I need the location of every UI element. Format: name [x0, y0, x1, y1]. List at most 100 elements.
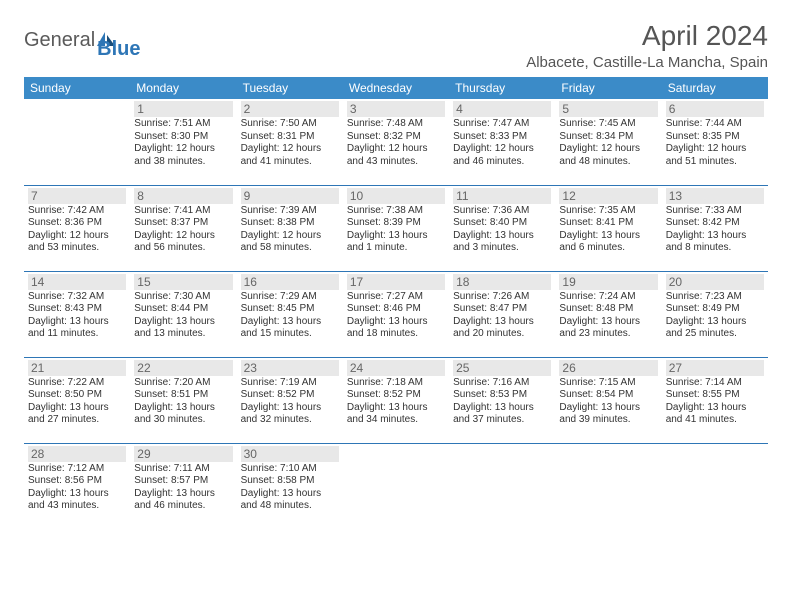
weekday-header: Wednesday [343, 77, 449, 99]
day-info-line: Sunrise: 7:47 AM [453, 118, 551, 131]
day-number: 14 [28, 274, 126, 290]
day-info: Sunrise: 7:23 AMSunset: 8:49 PMDaylight:… [666, 291, 764, 341]
title-block: April 2024 Albacete, Castille-La Mancha,… [526, 20, 768, 71]
day-info-line: Sunrise: 7:45 AM [559, 118, 657, 131]
day-info-line: Sunset: 8:54 PM [559, 389, 657, 402]
day-number: 15 [134, 274, 232, 290]
day-info-line: Daylight: 13 hours [28, 488, 126, 501]
day-info-line: Daylight: 13 hours [453, 230, 551, 243]
day-info-line: and 53 minutes. [28, 242, 126, 255]
day-number: 23 [241, 360, 339, 376]
day-info-line: and 58 minutes. [241, 242, 339, 255]
day-info-line: and 25 minutes. [666, 328, 764, 341]
day-info-line: Sunrise: 7:35 AM [559, 205, 657, 218]
calendar-week-row: 7Sunrise: 7:42 AMSunset: 8:36 PMDaylight… [24, 185, 768, 271]
day-number: 30 [241, 446, 339, 462]
day-info-line: and 39 minutes. [559, 414, 657, 427]
day-info-line: Daylight: 12 hours [134, 143, 232, 156]
month-title: April 2024 [526, 20, 768, 52]
calendar-day-cell: 28Sunrise: 7:12 AMSunset: 8:56 PMDayligh… [24, 443, 130, 529]
day-number: 18 [453, 274, 551, 290]
day-info-line: Sunrise: 7:20 AM [134, 377, 232, 390]
calendar-day-cell: 21Sunrise: 7:22 AMSunset: 8:50 PMDayligh… [24, 357, 130, 443]
calendar-week-row: 21Sunrise: 7:22 AMSunset: 8:50 PMDayligh… [24, 357, 768, 443]
weekday-header: Sunday [24, 77, 130, 99]
day-info: Sunrise: 7:16 AMSunset: 8:53 PMDaylight:… [453, 377, 551, 427]
day-info-line: Sunset: 8:36 PM [28, 217, 126, 230]
day-number: 28 [28, 446, 126, 462]
calendar-day-cell: 18Sunrise: 7:26 AMSunset: 8:47 PMDayligh… [449, 271, 555, 357]
day-info-line: Daylight: 13 hours [559, 316, 657, 329]
day-info-line: and 34 minutes. [347, 414, 445, 427]
calendar-day-cell [449, 443, 555, 529]
day-info: Sunrise: 7:30 AMSunset: 8:44 PMDaylight:… [134, 291, 232, 341]
calendar-day-cell [343, 443, 449, 529]
calendar-week-row: 28Sunrise: 7:12 AMSunset: 8:56 PMDayligh… [24, 443, 768, 529]
day-info: Sunrise: 7:19 AMSunset: 8:52 PMDaylight:… [241, 377, 339, 427]
calendar-day-cell: 22Sunrise: 7:20 AMSunset: 8:51 PMDayligh… [130, 357, 236, 443]
calendar-day-cell: 27Sunrise: 7:14 AMSunset: 8:55 PMDayligh… [662, 357, 768, 443]
day-info-line: Sunset: 8:48 PM [559, 303, 657, 316]
calendar-day-cell: 5Sunrise: 7:45 AMSunset: 8:34 PMDaylight… [555, 99, 661, 185]
day-info-line: Sunrise: 7:42 AM [28, 205, 126, 218]
brand-part2: Blue [97, 38, 140, 61]
day-info-line: Sunrise: 7:33 AM [666, 205, 764, 218]
day-info-line: Sunrise: 7:50 AM [241, 118, 339, 131]
calendar-day-cell: 12Sunrise: 7:35 AMSunset: 8:41 PMDayligh… [555, 185, 661, 271]
day-info-line: Sunset: 8:57 PM [134, 475, 232, 488]
day-info-line: and 38 minutes. [134, 156, 232, 169]
day-info-line: Sunrise: 7:44 AM [666, 118, 764, 131]
calendar-day-cell: 10Sunrise: 7:38 AMSunset: 8:39 PMDayligh… [343, 185, 449, 271]
day-info-line: Sunrise: 7:38 AM [347, 205, 445, 218]
calendar-body: 1Sunrise: 7:51 AMSunset: 8:30 PMDaylight… [24, 99, 768, 529]
calendar-day-cell: 24Sunrise: 7:18 AMSunset: 8:52 PMDayligh… [343, 357, 449, 443]
calendar-day-cell: 11Sunrise: 7:36 AMSunset: 8:40 PMDayligh… [449, 185, 555, 271]
day-info: Sunrise: 7:29 AMSunset: 8:45 PMDaylight:… [241, 291, 339, 341]
day-info-line: Sunset: 8:32 PM [347, 131, 445, 144]
day-info-line: Sunset: 8:52 PM [241, 389, 339, 402]
calendar-day-cell [24, 99, 130, 185]
calendar-week-row: 1Sunrise: 7:51 AMSunset: 8:30 PMDaylight… [24, 99, 768, 185]
day-info-line: Sunrise: 7:29 AM [241, 291, 339, 304]
day-info-line: and 41 minutes. [666, 414, 764, 427]
day-info-line: Sunset: 8:58 PM [241, 475, 339, 488]
day-info-line: Daylight: 12 hours [453, 143, 551, 156]
day-info: Sunrise: 7:35 AMSunset: 8:41 PMDaylight:… [559, 205, 657, 255]
day-info: Sunrise: 7:14 AMSunset: 8:55 PMDaylight:… [666, 377, 764, 427]
day-info-line: and 6 minutes. [559, 242, 657, 255]
day-number: 9 [241, 188, 339, 204]
day-number: 5 [559, 101, 657, 117]
day-number: 29 [134, 446, 232, 462]
day-number: 4 [453, 101, 551, 117]
day-info: Sunrise: 7:26 AMSunset: 8:47 PMDaylight:… [453, 291, 551, 341]
calendar-day-cell: 30Sunrise: 7:10 AMSunset: 8:58 PMDayligh… [237, 443, 343, 529]
day-info-line: Sunrise: 7:27 AM [347, 291, 445, 304]
day-number: 22 [134, 360, 232, 376]
day-info-line: Daylight: 12 hours [134, 230, 232, 243]
day-info-line: Sunrise: 7:39 AM [241, 205, 339, 218]
day-info-line: Daylight: 13 hours [559, 230, 657, 243]
day-info-line: Sunset: 8:39 PM [347, 217, 445, 230]
day-info-line: Sunset: 8:55 PM [666, 389, 764, 402]
day-number: 27 [666, 360, 764, 376]
day-info-line: Daylight: 13 hours [28, 316, 126, 329]
day-info-line: Daylight: 13 hours [134, 488, 232, 501]
calendar-day-cell: 25Sunrise: 7:16 AMSunset: 8:53 PMDayligh… [449, 357, 555, 443]
day-info: Sunrise: 7:22 AMSunset: 8:50 PMDaylight:… [28, 377, 126, 427]
day-info: Sunrise: 7:47 AMSunset: 8:33 PMDaylight:… [453, 118, 551, 168]
day-info-line: Sunset: 8:50 PM [28, 389, 126, 402]
day-info-line: and 27 minutes. [28, 414, 126, 427]
day-info-line: Daylight: 13 hours [134, 316, 232, 329]
day-number: 16 [241, 274, 339, 290]
day-info-line: Sunrise: 7:36 AM [453, 205, 551, 218]
weekday-header: Tuesday [237, 77, 343, 99]
day-info-line: Sunset: 8:30 PM [134, 131, 232, 144]
day-info-line: Sunset: 8:42 PM [666, 217, 764, 230]
day-number: 10 [347, 188, 445, 204]
calendar-day-cell: 4Sunrise: 7:47 AMSunset: 8:33 PMDaylight… [449, 99, 555, 185]
day-info: Sunrise: 7:45 AMSunset: 8:34 PMDaylight:… [559, 118, 657, 168]
day-number: 12 [559, 188, 657, 204]
day-info-line: Sunrise: 7:48 AM [347, 118, 445, 131]
brand-part1: General [24, 29, 95, 52]
day-info-line: and 46 minutes. [134, 500, 232, 513]
